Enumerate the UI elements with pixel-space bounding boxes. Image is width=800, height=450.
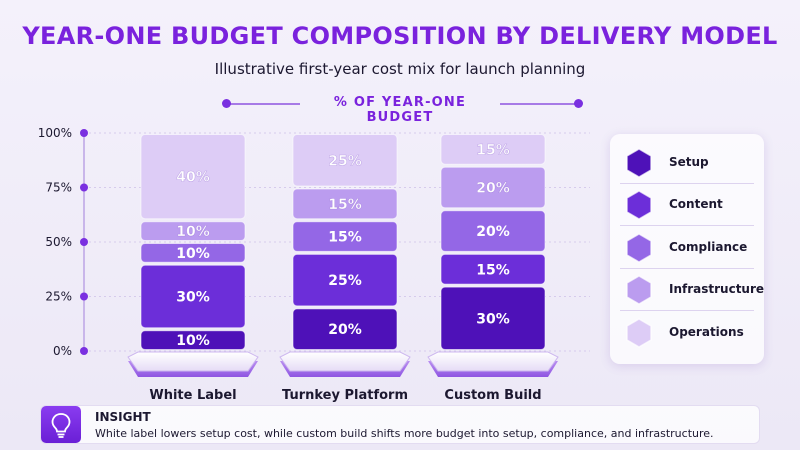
data-label: 15% [328,230,362,246]
bar-segment-content [440,253,546,285]
data-label: 25% [328,153,362,169]
legend-label: Content [669,197,723,211]
chart-subtitle: Illustrative first-year cost mix for lau… [214,60,586,78]
legend-item-compliance: Compliance [610,226,764,268]
hexagon-swatch-icon [626,148,652,178]
axis-caption-line-right [500,103,575,105]
bar-pedestal-top [127,351,259,372]
bar-pedestal-top [279,351,411,372]
axis-caption: % OF YEAR-ONE BUDGET [333,95,467,125]
category-label: Custom Build [444,388,541,403]
legend-label: Operations [669,325,744,339]
data-label: 40% [176,170,210,186]
legend-divider [620,183,754,184]
bar-segment-infrastructure [440,166,546,209]
data-label: 15% [476,262,510,278]
insight-heading: INSIGHT [95,410,151,424]
bar-segment-operations [140,134,246,220]
bar-segment-setup [440,286,546,351]
data-label: 25% [328,273,362,289]
bar-segment-content [292,253,398,307]
legend-label: Setup [669,155,709,169]
bar-segment-compliance [140,243,246,263]
data-label: 15% [476,142,510,158]
y-tick-dot [80,129,88,137]
insight-icon-box [41,406,81,443]
axis-caption-line-left [228,103,300,105]
bar-segment-operations [292,134,398,187]
chart-title: YEAR-ONE BUDGET COMPOSITION BY DELIVERY … [22,22,778,50]
data-label: 30% [476,311,510,327]
category-label: White Label [149,388,236,403]
category-label: Turnkey Platform [282,388,408,403]
legend-label: Compliance [669,240,748,254]
hexagon-swatch-icon [626,318,652,348]
bar-segment-content [140,264,246,329]
y-tick-label: 25% [45,290,72,304]
legend-item-infrastructure: Infrastructure [610,268,764,310]
legend-divider [620,225,754,226]
axis-caption-dot-right [574,99,583,108]
data-label: 10% [176,224,210,240]
data-label: 10% [176,246,210,262]
y-tick-label: 50% [45,235,72,249]
bar-segment-operations [440,134,546,165]
y-tick-dot [80,183,88,192]
legend-label: Infrastructure [669,282,765,296]
y-tick-label: 0% [53,344,72,358]
legend-divider [620,310,754,311]
bar-segment-setup [292,308,398,350]
bar-segment-infrastructure [292,188,398,220]
y-tick-dot [80,347,88,355]
legend-item-operations: Operations [610,311,764,353]
insight-text: White label lowers setup cost, while cus… [95,427,714,440]
data-label: 10% [176,333,210,349]
bar-pedestal-top [427,351,559,372]
bar-segment-infrastructure [140,221,246,241]
axis-caption-dot-left [222,99,231,108]
bar-segment-compliance [440,210,546,252]
y-tick-dot [80,238,88,246]
y-tick-dot [80,292,88,301]
data-label: 30% [176,290,210,306]
data-label: 20% [476,181,510,197]
bar-segment-setup [140,330,246,351]
hexagon-swatch-icon [626,275,652,305]
legend-item-setup: Setup [610,141,764,183]
y-tick-label: 100% [38,126,72,140]
data-label: 15% [328,197,362,213]
insight-panel: INSIGHT White label lowers setup cost, w… [40,405,760,444]
data-label: 20% [476,224,510,240]
lightbulb-icon [51,413,71,438]
hexagon-swatch-icon [626,190,652,220]
y-tick-label: 75% [45,181,72,195]
legend-divider [620,268,754,269]
legend-item-content: Content [610,183,764,225]
bar-segment-compliance [292,221,398,252]
legend: Setup Content Compliance Infrastructure Oper… [610,134,764,364]
hexagon-swatch-icon [626,233,652,263]
data-label: 20% [328,322,362,338]
